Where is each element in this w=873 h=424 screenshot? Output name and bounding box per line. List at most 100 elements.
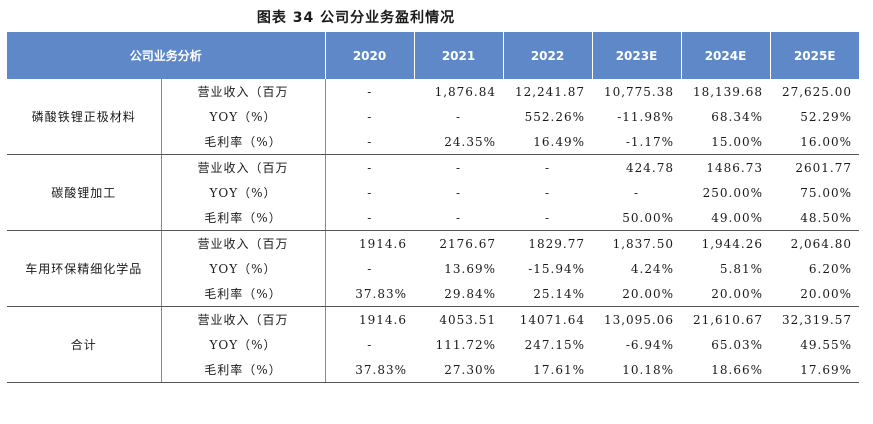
value-cell: - (633, 185, 640, 200)
table-row: 毛利率（%） - - -50.00% 49.00% 48.50% (7, 205, 860, 231)
value-cell: 2176.67 (439, 236, 497, 251)
value-cell: 52.29% (800, 109, 853, 124)
value-cell: - (367, 261, 373, 276)
value-cell: 13.69% (444, 261, 497, 276)
value-cell: 1914.6 (359, 312, 408, 327)
table-row: YOY（%） - 13.69% -15.94% 4.24% 5.81% 6.20% (7, 256, 859, 281)
metric-label: 毛利率（%） (161, 129, 326, 155)
value-cell: 10.18% (592, 357, 682, 383)
value-cell: 65.03% (711, 337, 764, 352)
value-cell: 27,625.00 (781, 84, 853, 99)
metric-label: 毛利率（%） (161, 357, 326, 383)
value-cell: -1.17% (592, 129, 682, 155)
metric-label: 毛利率（%） (161, 281, 326, 307)
value-cell: 1,944.26 (701, 236, 764, 251)
value-cell: 27.30% (414, 357, 504, 383)
table-row: 碳酸锂加工 营业收入（百万 - - -424.78 1486.73 2601.77 (7, 154, 859, 231)
value-cell: 552.26% (524, 109, 586, 124)
metric-label: YOY（%） (161, 256, 326, 281)
value-cell: - (414, 205, 504, 231)
metric-label: YOY（%） (161, 104, 326, 129)
value-cell: 1829.77 (528, 236, 586, 251)
value-cell: 20.00% (681, 281, 771, 307)
value-cell: 14071.64 (519, 312, 586, 327)
value-cell: 247.15% (524, 337, 586, 352)
value-cell: - (455, 160, 462, 175)
value-cell: 50.00% (592, 205, 682, 231)
metric-label: YOY（%） (161, 332, 326, 357)
value-cell: - (325, 129, 415, 155)
table-title: 图表 34 公司分业务盈利情况 (256, 10, 456, 26)
value-cell: 10,775.38 (603, 84, 675, 99)
value-cell: 111.72% (435, 337, 497, 352)
value-cell: - (367, 185, 373, 200)
value-cell: - (503, 205, 593, 231)
value-cell: 1486.73 (706, 160, 764, 175)
table-row: YOY（%） - - 552.26% -11.98% 68.34% 52.29% (7, 104, 859, 129)
table-row: 毛利率（%） -24.35% 16.49% -1.17% 15.00% 16.00% (7, 129, 860, 155)
value-cell: - (544, 160, 551, 175)
value-cell: 18.66% (681, 357, 771, 383)
value-cell: 17.61% (503, 357, 593, 383)
value-cell: 4.24% (630, 261, 675, 276)
value-cell: - (367, 160, 373, 175)
value-cell: 25.14% (503, 281, 593, 307)
metric-label: YOY（%） (161, 180, 326, 205)
value-cell: 16.49% (503, 129, 593, 155)
value-cell: 49.55% (800, 337, 853, 352)
value-cell: 6.20% (808, 261, 853, 276)
value-cell: - (544, 185, 551, 200)
value-cell: 2601.77 (795, 160, 853, 175)
segment-name: 合计 (7, 306, 162, 383)
value-cell: - (367, 337, 373, 352)
table-row: 磷酸铁锂正极材料 营业收入（百万 - 1,876.84 12,241.87 10,775.… (7, 79, 859, 155)
value-cell: 16.00% (770, 129, 860, 155)
header-year: 2022 (503, 32, 593, 79)
value-cell: 24.35% (414, 129, 504, 155)
metric-label: 毛利率（%） (161, 205, 326, 231)
value-cell: 424.78 (626, 160, 675, 175)
metric-label: 营业收入（百万 (161, 154, 326, 180)
value-cell: 5.81% (719, 261, 764, 276)
value-cell: 32,319.57 (781, 312, 853, 327)
table-row: 毛利率（%） 37.83% 27.30% 17.61% 10.18% 18.66% 17.6… (7, 357, 860, 383)
value-cell: - (367, 84, 373, 99)
header-year: 2023E (592, 32, 682, 79)
value-cell: 37.83% (325, 357, 415, 383)
value-cell: 1914.6 (359, 236, 408, 251)
value-cell: 15.00% (681, 129, 771, 155)
value-cell: - (367, 109, 373, 124)
table-row: 车用环保精细化学品 营业收入（百万 1914.6 2176.67 1829.77 1,83… (7, 230, 859, 307)
value-cell: 48.50% (770, 205, 860, 231)
header-segment-label: 公司业务分析 (7, 32, 326, 79)
value-cell: 250.00% (702, 185, 764, 200)
segment-name: 磷酸铁锂正极材料 (7, 79, 162, 155)
value-cell: 12,241.87 (514, 84, 586, 99)
value-cell: -15.94% (528, 261, 586, 276)
value-cell: -11.98% (617, 109, 675, 124)
value-cell: 37.83% (325, 281, 415, 307)
table-row: YOY（%） - - - - 250.00% 75.00% (7, 180, 859, 205)
header-year: 2025E (770, 32, 860, 79)
segment-name: 碳酸锂加工 (7, 154, 162, 231)
header-year: 2020 (325, 32, 415, 79)
value-cell: 29.84% (414, 281, 504, 307)
metric-label: 营业收入（百万 (161, 79, 326, 104)
value-cell: - (455, 109, 462, 124)
header-year: 2021 (414, 32, 504, 79)
value-cell: 1,876.84 (434, 84, 497, 99)
metric-label: 营业收入（百万 (161, 306, 326, 332)
value-cell: 17.69% (770, 357, 860, 383)
value-cell: 2,064.80 (790, 236, 853, 251)
value-cell: - (325, 205, 415, 231)
value-cell: - (455, 185, 462, 200)
value-cell: 49.00% (681, 205, 771, 231)
value-cell: 4053.51 (439, 312, 497, 327)
value-cell: 13,095.06 (603, 312, 675, 327)
table-row: 毛利率（%） 37.83% 29.84% 25.14% 20.00% 20.00% 20.0… (7, 281, 860, 307)
segment-profit-table: 公司业务分析 2020 2021 2022 2023E 2024E 2025E … (7, 32, 860, 383)
value-cell: 75.00% (800, 185, 853, 200)
value-cell: 20.00% (592, 281, 682, 307)
value-cell: -6.94% (625, 337, 675, 352)
value-cell: 20.00% (770, 281, 860, 307)
